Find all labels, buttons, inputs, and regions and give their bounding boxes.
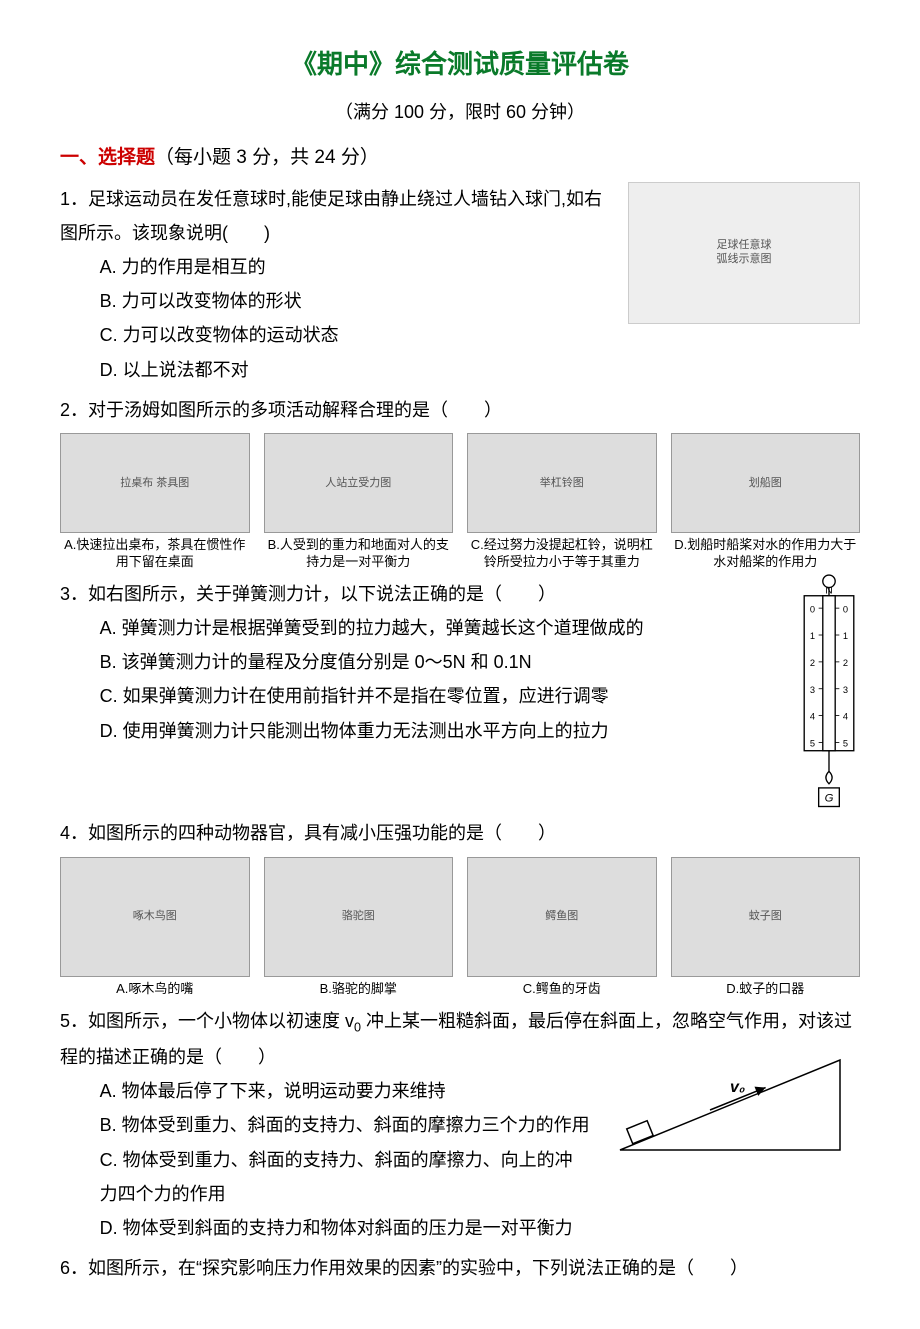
- q4-img-d: 蚊子图: [671, 857, 861, 977]
- q3-stem: 如右图所示，关于弹簧测力计，以下说法正确的是（ ）: [88, 584, 556, 604]
- q6-stem: 如图所示，在“探究影响压力作用效果的因素”的实验中，下列说法正确的是（ ）: [88, 1258, 748, 1278]
- q4-card-d: 蚊子图 D.蚊子的口器: [671, 857, 861, 998]
- q5-option-d: D. 物体受到斜面的支持力和物体对斜面的压力是一对平衡力: [100, 1211, 860, 1245]
- q1-option-d: D. 以上说法都不对: [100, 353, 860, 387]
- q3-figure-spring-scale: N 0 0 1 1 2 2 3 3 4 4 5 5 G: [798, 573, 860, 811]
- scale-hanging-label: G: [825, 792, 834, 804]
- q4-stem: 如图所示的四种动物器官，具有减小压强功能的是（ ）: [88, 823, 556, 843]
- q2-img-c: 举杠铃图: [467, 433, 657, 533]
- q3-option-d: D. 使用弹簧测力计只能测出物体重力无法测出水平方向上的拉力: [100, 714, 860, 748]
- q4-cap-a: A.啄木鸟的嘴: [60, 981, 250, 998]
- q4-cap-d: D.蚊子的口器: [671, 981, 861, 998]
- question-5: 5．如图所示，一个小物体以初速度 v0 冲上某一粗糙斜面，最后停在斜面上，忽略空…: [60, 1004, 860, 1246]
- q5-figure-incline: v₀: [600, 1040, 860, 1160]
- q2-stem: 对于汤姆如图所示的多项活动解释合理的是（ ）: [88, 400, 502, 420]
- page-title: 《期中》综合测试质量评估卷: [60, 40, 860, 89]
- q4-number: 4．: [60, 823, 88, 843]
- q4-card-b: 骆驼图 B.骆驼的脚掌: [264, 857, 454, 998]
- svg-text:0: 0: [810, 604, 815, 614]
- svg-text:5: 5: [843, 738, 848, 748]
- q2-figure-row: 拉桌布 茶具图 A.快速拉出桌布，茶具在惯性作用下留在桌面 人站立受力图 B.人…: [60, 433, 860, 571]
- svg-text:4: 4: [843, 711, 848, 721]
- q2-cap-d: D.划船时船桨对水的作用力大于水对船桨的作用力: [671, 537, 861, 571]
- svg-text:2: 2: [810, 658, 815, 668]
- svg-text:2: 2: [843, 658, 848, 668]
- q2-img-a: 拉桌布 茶具图: [60, 433, 250, 533]
- q5-stem-sub: 0: [354, 1020, 361, 1034]
- svg-text:0: 0: [843, 604, 848, 614]
- section-1-meta: （每小题 3 分，共 24 分）: [155, 147, 379, 168]
- page-subtitle: （满分 100 分，限时 60 分钟）: [60, 95, 860, 129]
- q2-number: 2．: [60, 400, 88, 420]
- q4-card-c: 鳄鱼图 C.鳄鱼的牙齿: [467, 857, 657, 998]
- q2-cap-a: A.快速拉出桌布，茶具在惯性作用下留在桌面: [60, 537, 250, 571]
- q4-card-a: 啄木鸟图 A.啄木鸟的嘴: [60, 857, 250, 998]
- q2-cap-b: B.人受到的重力和地面对人的支持力是一对平衡力: [264, 537, 454, 571]
- q3-option-c: C. 如果弹簧测力计在使用前指针并不是指在零位置，应进行调零: [100, 679, 860, 713]
- q4-img-c: 鳄鱼图: [467, 857, 657, 977]
- q2-cap-c: C.经过努力没提起杠铃，说明杠铃所受拉力小于等于其重力: [467, 537, 657, 571]
- q2-card-d: 划船图 D.划船时船桨对水的作用力大于水对船桨的作用力: [671, 433, 861, 571]
- q1-stem: 足球运动员在发任意球时,能使足球由静止绕过人墙钻入球门,如右图所示。该现象说明(…: [60, 189, 602, 243]
- q2-img-b: 人站立受力图: [264, 433, 454, 533]
- question-4: 4．如图所示的四种动物器官，具有减小压强功能的是（ ）: [60, 816, 860, 850]
- q4-figure-row: 啄木鸟图 A.啄木鸟的嘴 骆驼图 B.骆驼的脚掌 鳄鱼图 C.鳄鱼的牙齿 蚊子图…: [60, 857, 860, 998]
- q1-figure: 足球任意球 弧线示意图: [628, 182, 860, 324]
- svg-text:3: 3: [810, 685, 815, 695]
- q5-number: 5．: [60, 1011, 88, 1031]
- svg-text:3: 3: [843, 685, 848, 695]
- svg-text:5: 5: [810, 738, 815, 748]
- question-1: 足球任意球 弧线示意图 1．足球运动员在发任意球时,能使足球由静止绕过人墙钻入球…: [60, 182, 860, 387]
- q3-option-b: B. 该弹簧测力计的量程及分度值分别是 0～5N 和 0.1N: [100, 645, 860, 679]
- svg-text:1: 1: [810, 631, 815, 641]
- q5-v0-label: v₀: [730, 1079, 745, 1096]
- q2-card-a: 拉桌布 茶具图 A.快速拉出桌布，茶具在惯性作用下留在桌面: [60, 433, 250, 571]
- question-2: 2．对于汤姆如图所示的多项活动解释合理的是（ ）: [60, 393, 860, 427]
- q5-stem-pre: 如图所示，一个小物体以初速度 v: [88, 1011, 354, 1031]
- question-3: N 00 11 22 33 44 55 G 3．如右图所示，关于弹: [60, 577, 860, 811]
- q1-number: 1．: [60, 189, 88, 209]
- q2-card-c: 举杠铃图 C.经过努力没提起杠铃，说明杠铃所受拉力小于等于其重力: [467, 433, 657, 571]
- q4-img-b: 骆驼图: [264, 857, 454, 977]
- q3-option-a: A. 弹簧测力计是根据弹簧受到的拉力越大，弹簧越长这个道理做成的: [100, 611, 860, 645]
- q3-number: 3．: [60, 584, 88, 604]
- q2-img-d: 划船图: [671, 433, 861, 533]
- scale-unit-label: N: [825, 585, 832, 596]
- section-1-heading: 一、选择题（每小题 3 分，共 24 分）: [60, 140, 860, 176]
- q4-cap-b: B.骆驼的脚掌: [264, 981, 454, 998]
- q6-number: 6．: [60, 1258, 88, 1278]
- q2-card-b: 人站立受力图 B.人受到的重力和地面对人的支持力是一对平衡力: [264, 433, 454, 571]
- question-6: 6．如图所示，在“探究影响压力作用效果的因素”的实验中，下列说法正确的是（ ）: [60, 1251, 860, 1285]
- svg-text:1: 1: [843, 631, 848, 641]
- svg-text:4: 4: [810, 711, 815, 721]
- q4-cap-c: C.鳄鱼的牙齿: [467, 981, 657, 998]
- section-1-label: 一、选择题: [60, 147, 155, 168]
- q4-img-a: 啄木鸟图: [60, 857, 250, 977]
